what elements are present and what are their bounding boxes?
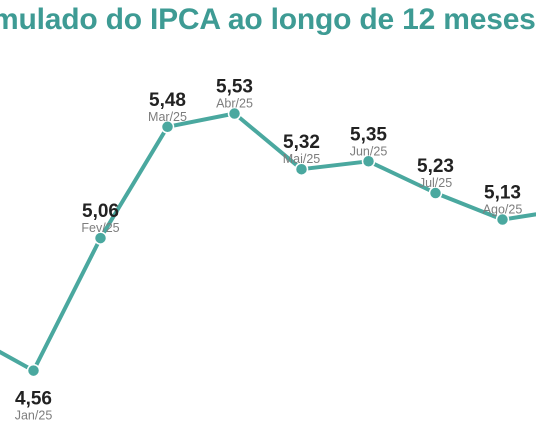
value-label: 5,48	[149, 90, 186, 111]
data-point-ago-25	[495, 212, 510, 227]
category-label: Abr/25	[216, 97, 253, 111]
data-point-jan-25	[26, 363, 41, 378]
value-label: 5,13	[484, 183, 521, 204]
data-point-mai-25	[294, 162, 309, 176]
chart-title: mulado do IPCA ao longo de 12 meses (	[0, 3, 536, 37]
category-label: Jul/25	[419, 176, 452, 190]
value-label: 5,53	[216, 77, 253, 98]
category-label: Jan/25	[15, 409, 53, 423]
value-label: 5,06	[82, 201, 119, 222]
data-point-mar-25	[160, 120, 175, 134]
value-label: 5,32	[283, 132, 320, 153]
data-point-fev-25	[93, 231, 108, 245]
value-label: 4,56	[15, 389, 52, 410]
category-label: Ago/25	[483, 203, 523, 217]
data-point-abr-25	[227, 106, 242, 121]
chart-title-text: mulado do IPCA ao longo de 12 meses	[0, 3, 536, 36]
category-label: Fev/25	[81, 221, 119, 235]
category-label: Jun/25	[350, 144, 388, 158]
category-label: Mar/25	[148, 110, 187, 124]
value-label: 5,23	[417, 156, 454, 177]
value-label: 5,35	[350, 124, 387, 145]
data-point-jun-25	[361, 154, 376, 168]
category-label: Mai/25	[283, 152, 321, 166]
series-line	[0, 111, 536, 373]
data-point-jul-25	[428, 186, 443, 200]
